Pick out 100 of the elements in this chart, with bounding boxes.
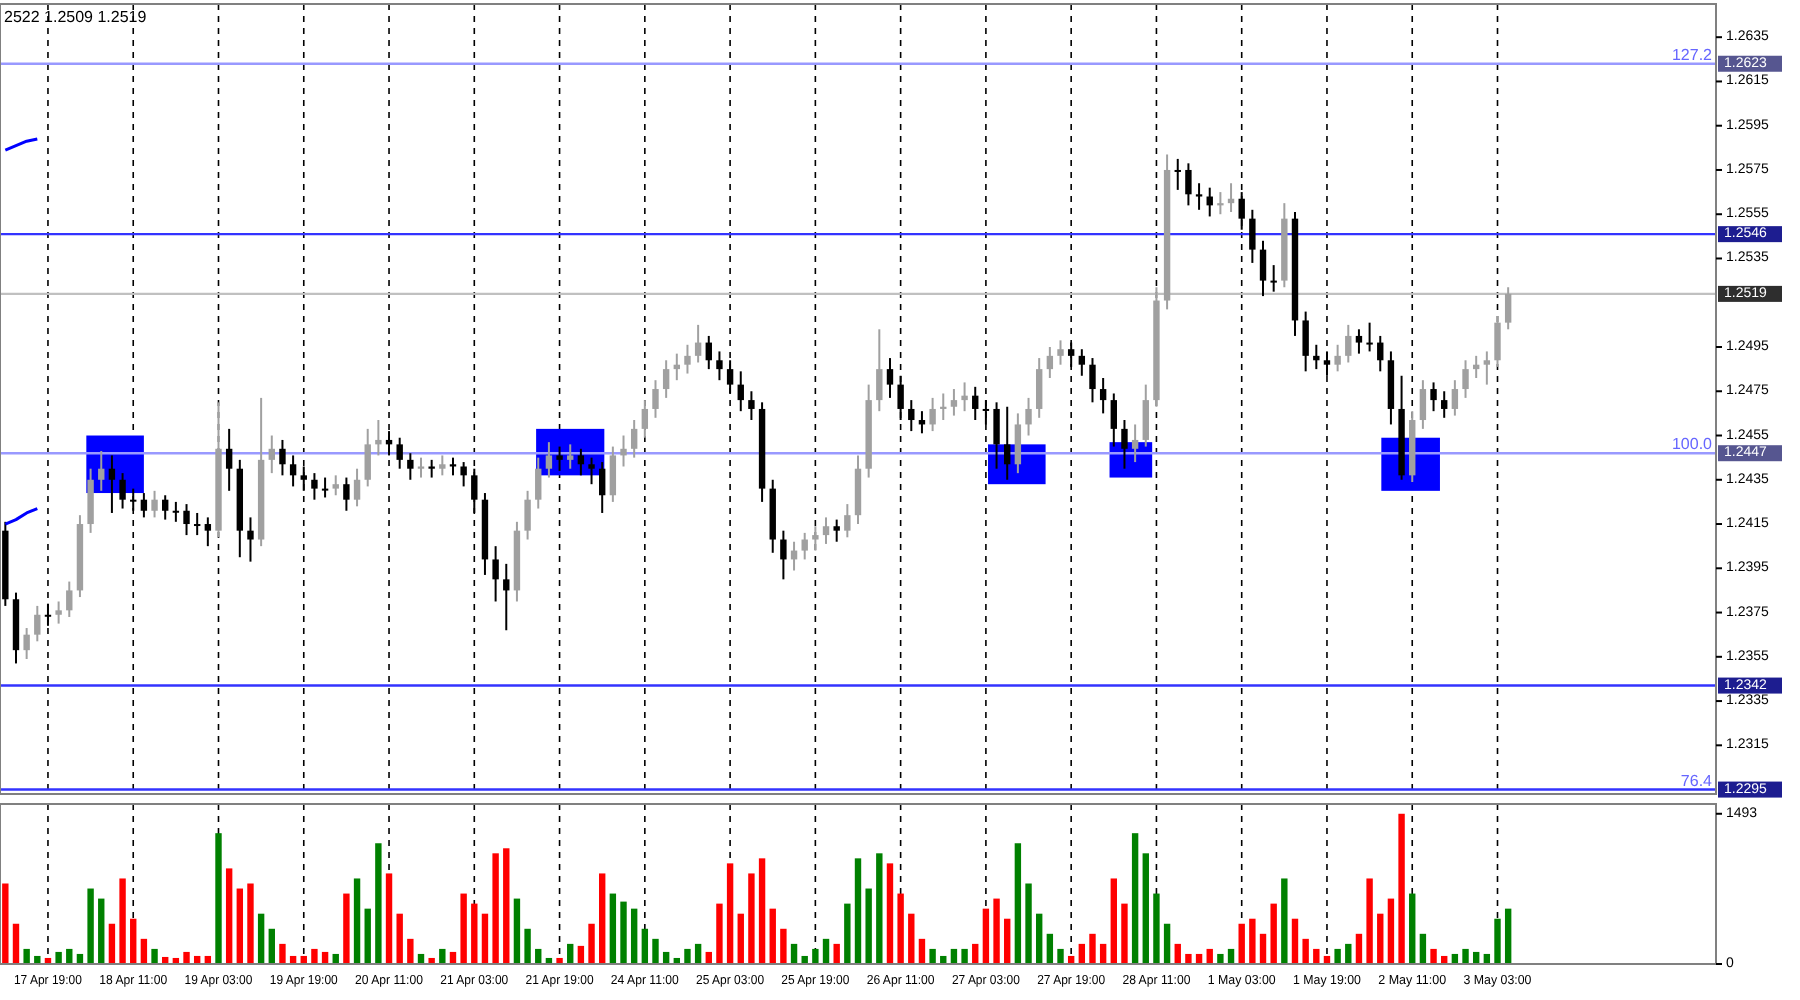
candlestick bbox=[289, 454, 297, 488]
candlestick bbox=[737, 370, 744, 413]
bar bbox=[1121, 903, 1128, 964]
chart-title: 2522 1.2509 1.2519 bbox=[4, 8, 148, 26]
bar bbox=[23, 948, 30, 964]
candlestick bbox=[950, 388, 958, 417]
bar bbox=[1409, 893, 1416, 964]
candlestick bbox=[1046, 346, 1054, 379]
bar bbox=[1494, 918, 1501, 964]
bar bbox=[716, 903, 723, 964]
candlestick bbox=[1195, 182, 1203, 211]
bar bbox=[844, 903, 851, 964]
bar bbox=[247, 883, 254, 964]
candlestick bbox=[1441, 390, 1448, 419]
bar bbox=[620, 901, 627, 964]
bar bbox=[812, 948, 819, 964]
bar bbox=[599, 873, 606, 964]
candlestick bbox=[1174, 157, 1181, 191]
bar bbox=[130, 918, 137, 964]
candlestick bbox=[1131, 423, 1139, 464]
bar bbox=[1398, 813, 1405, 964]
candlestick bbox=[545, 441, 553, 479]
bar bbox=[1504, 908, 1512, 964]
candlestick bbox=[801, 531, 808, 561]
candlestick bbox=[897, 374, 904, 422]
bar bbox=[1270, 903, 1277, 964]
candlestick bbox=[972, 385, 979, 422]
candlestick bbox=[23, 627, 30, 661]
bar bbox=[588, 923, 595, 964]
candlestick bbox=[98, 450, 105, 492]
candlestick bbox=[833, 518, 840, 543]
bar bbox=[1185, 953, 1192, 964]
candlestick bbox=[204, 516, 212, 548]
candlestick bbox=[535, 456, 542, 510]
candlestick bbox=[1035, 357, 1043, 419]
candlestick bbox=[1270, 264, 1277, 293]
candlestick bbox=[609, 445, 617, 503]
bar bbox=[684, 948, 691, 964]
candlestick bbox=[119, 472, 126, 510]
bar bbox=[854, 858, 862, 964]
bar bbox=[1089, 933, 1096, 964]
bar bbox=[268, 928, 275, 964]
candlestick bbox=[140, 492, 148, 519]
candlestick bbox=[396, 436, 403, 470]
bar bbox=[865, 888, 872, 964]
bar bbox=[897, 893, 904, 964]
bar bbox=[34, 955, 41, 964]
bar bbox=[1057, 948, 1064, 964]
candlestick bbox=[1366, 321, 1373, 353]
candlestick bbox=[1185, 162, 1192, 207]
candlestick bbox=[407, 452, 414, 481]
bar bbox=[428, 957, 435, 964]
bar bbox=[1313, 948, 1320, 964]
bar bbox=[1419, 933, 1427, 964]
bar bbox=[503, 848, 510, 964]
candlestick bbox=[1014, 412, 1022, 475]
candlestick bbox=[1249, 208, 1256, 264]
bar bbox=[1163, 923, 1171, 964]
bar bbox=[737, 913, 744, 964]
bar bbox=[748, 873, 755, 964]
candlestick bbox=[439, 454, 446, 477]
candlestick bbox=[641, 399, 649, 439]
bar bbox=[396, 913, 403, 964]
annotation: 127.2 bbox=[1671, 45, 1714, 64]
candlestick bbox=[993, 401, 1000, 470]
candlestick bbox=[662, 359, 670, 399]
bar bbox=[12, 923, 20, 964]
bar bbox=[87, 888, 94, 964]
bar bbox=[311, 948, 318, 964]
candlestick bbox=[353, 467, 361, 508]
candlestick bbox=[225, 427, 233, 492]
candlestick bbox=[151, 489, 158, 519]
bar bbox=[993, 898, 1000, 964]
bar bbox=[1153, 893, 1160, 964]
bar bbox=[1046, 933, 1054, 964]
candlestick bbox=[1313, 343, 1320, 371]
candlestick bbox=[375, 419, 382, 457]
candlestick bbox=[1057, 339, 1064, 366]
bar bbox=[98, 898, 105, 964]
candlestick bbox=[1217, 191, 1224, 216]
candlestick bbox=[844, 503, 851, 539]
bar bbox=[1131, 833, 1139, 964]
candlestick bbox=[812, 525, 819, 552]
bar bbox=[364, 908, 371, 964]
bar bbox=[108, 923, 116, 964]
bar bbox=[556, 957, 563, 964]
bar bbox=[375, 843, 382, 964]
candlestick bbox=[1025, 396, 1032, 437]
bar bbox=[833, 943, 840, 964]
candlestick bbox=[279, 438, 286, 477]
bar bbox=[1014, 843, 1022, 964]
candlestick bbox=[183, 503, 190, 537]
bar bbox=[407, 938, 414, 964]
candlestick bbox=[417, 456, 425, 479]
candlestick bbox=[247, 516, 254, 563]
candlestick bbox=[321, 476, 329, 499]
bar bbox=[652, 938, 659, 964]
candlestick bbox=[1504, 286, 1512, 331]
bar bbox=[982, 908, 990, 964]
candlestick bbox=[524, 489, 531, 541]
